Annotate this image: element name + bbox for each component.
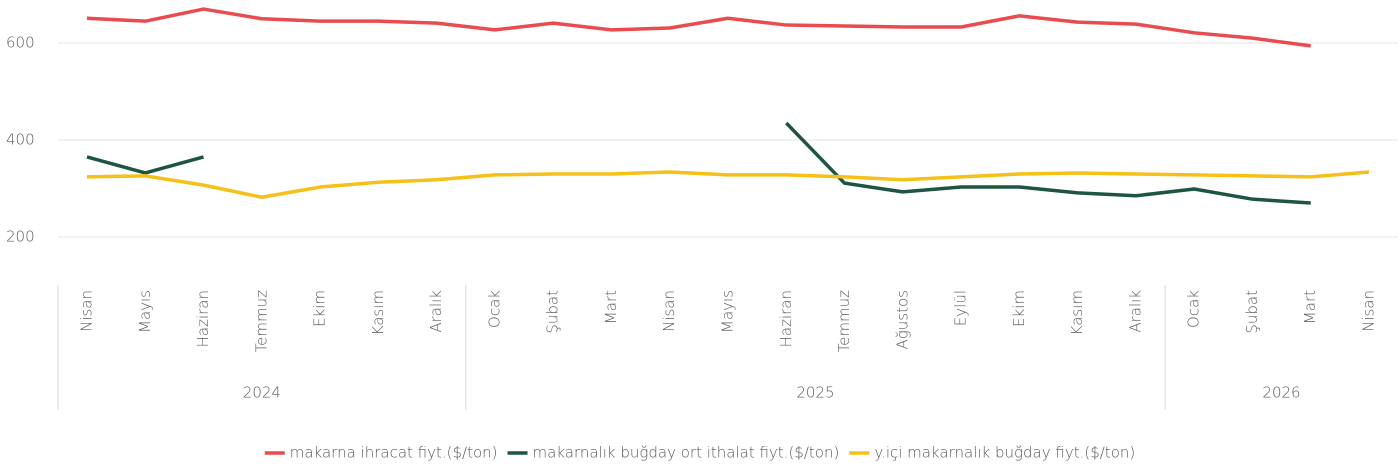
x-tick-label: Nisan	[1360, 290, 1378, 332]
x-tick-label: Nisan	[660, 290, 678, 332]
y-tick-label: 600	[6, 34, 35, 52]
series-line	[86, 170, 1370, 199]
group-label: 2025	[796, 384, 834, 402]
x-tick-label: Nisan	[78, 290, 96, 332]
x-tick-label: Mayıs	[719, 290, 737, 333]
y-tick-label: 400	[6, 131, 35, 149]
x-tick-label: Ocak	[485, 290, 503, 328]
group-label: 2024	[243, 384, 281, 402]
group-label: 2026	[1262, 384, 1300, 402]
y-tick-label: 200	[6, 228, 35, 246]
x-tick-label: Kasım	[1068, 290, 1086, 335]
x-tick-label: Mart	[1301, 290, 1319, 324]
legend-label: makarna ihracat fiyt.($/ton)	[290, 444, 498, 462]
x-tick-label: Haziran	[777, 290, 795, 347]
x-tick-label: Ağustos	[893, 290, 911, 349]
x-tick-label: Ocak	[1185, 290, 1203, 328]
legend-label: y.içi makarnalık buğday fiyt.($/ton)	[874, 444, 1135, 462]
x-tick-label: Ekim	[1010, 290, 1028, 327]
x-tick-label: Aralık	[427, 290, 445, 333]
series-line	[86, 7, 1311, 48]
x-tick-label: Şubat	[544, 290, 562, 334]
x-tick-label: Aralık	[1126, 290, 1144, 333]
x-tick-label: Temmuz	[835, 290, 853, 353]
x-tick-label: Eylül	[952, 290, 970, 326]
x-tick-label: Kasım	[369, 290, 387, 335]
x-tick-label: Şubat	[1243, 290, 1261, 334]
x-tick-label: Haziran	[194, 290, 212, 347]
x-tick-label: Mart	[602, 290, 620, 324]
series-line	[86, 121, 1311, 205]
x-tick-label: Ekim	[311, 290, 329, 327]
x-tick-label: Temmuz	[252, 290, 270, 353]
x-tick-label: Mayıs	[136, 290, 154, 333]
legend-label: makarnalık buğday ort ithalat fiyt.($/to…	[533, 444, 840, 462]
